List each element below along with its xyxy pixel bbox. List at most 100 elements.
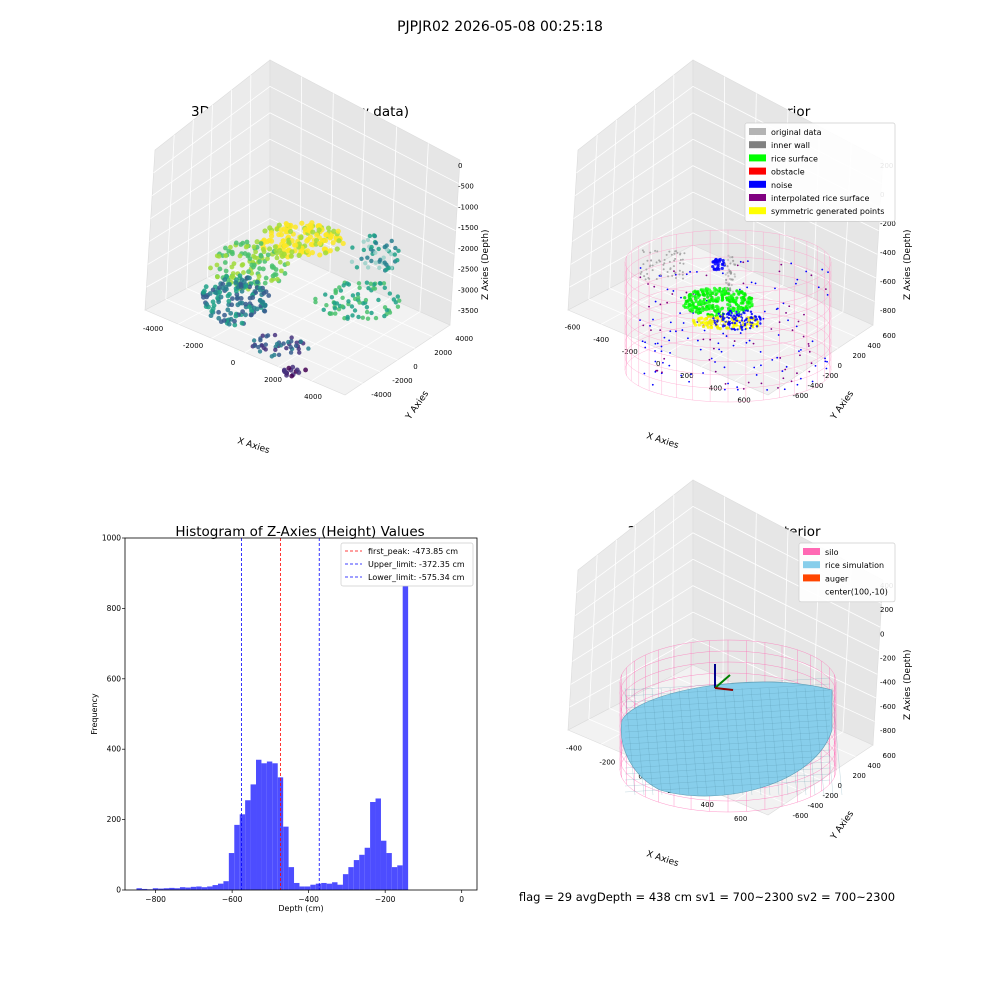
scatter-point [376,297,381,303]
grid-line [419,143,429,312]
scatter-point [381,255,386,260]
legend-label: original data [771,128,822,137]
x-tick-label: 600 [737,397,750,405]
mesh-line [705,687,717,796]
scatter-point [265,256,270,262]
scatter-point [267,225,273,231]
scatter-point [254,279,260,285]
noise-point [724,318,728,321]
inner-wall-point [725,287,728,291]
original-data-point [683,252,686,255]
mesh-line [642,687,654,796]
grid-line [227,89,233,267]
y-tick-label: -200 [823,372,839,380]
noise-point [696,271,698,273]
mesh-line [624,701,831,715]
scatter-point [299,220,305,226]
x-tick-label: -2000 [183,342,203,350]
rice-surface-point [694,298,698,302]
noise-point [703,329,706,332]
noise-point [780,263,783,266]
scatter-point [247,284,253,290]
rice-surface-point [701,301,705,305]
scatter-point [373,250,378,255]
scatter-point [393,300,399,305]
z-tick-label: -2000 [458,245,478,253]
original-data-point [639,272,642,275]
noise-point [763,310,766,313]
noise-point [752,342,755,345]
scatter-point [386,265,391,271]
scatter-point [228,244,233,250]
scatter-point [393,245,398,251]
original-data-point [651,269,654,272]
scatter-point [217,289,223,295]
scatter-point [327,234,334,240]
rice-surface-point [683,296,687,300]
scatter-point [239,288,245,294]
histogram-bar [353,860,360,890]
noise-point [730,314,733,317]
noise-point [641,340,644,343]
inner-wall-point [727,258,730,262]
inner-wall-point [730,283,733,287]
noise-point [744,309,747,312]
scatter-point [225,293,231,299]
original-data-point [678,269,681,272]
noise-point [721,322,724,325]
original-data-point [673,259,676,262]
original-data-point [679,252,682,255]
noise-point [759,322,762,325]
mesh-line [633,687,645,796]
noise-point [749,316,752,320]
grid-line [248,74,252,256]
rice-surface-point [737,292,741,296]
scatter-point [298,235,304,241]
x-tick-label: 0 [656,360,660,368]
noise-point [653,285,656,288]
scatter-point [251,253,256,259]
mesh-line [741,687,753,796]
rice-surface-point [697,301,701,305]
histogram-bar [337,884,343,890]
grid-line [572,165,878,255]
scatter-point [310,229,316,235]
histogram-bar [380,840,387,890]
scatter-point [222,260,228,265]
scatter-point [288,350,294,355]
histogram-bar [326,883,333,890]
noise-point [642,324,645,327]
grid-line [572,585,878,675]
noise-point [723,310,726,314]
mesh-line [831,687,843,796]
scatter-point [293,242,299,248]
mesh-line [624,707,831,721]
noise-point [797,320,800,323]
noise-point [759,350,762,353]
scatter-point [371,233,377,238]
noise-point [787,319,789,322]
scatter-point [366,286,371,291]
scatter-point [258,241,264,246]
scatter-point [226,321,232,327]
scatter-point [360,315,365,320]
noise-point [731,316,734,319]
noise-point [746,325,750,328]
scatter-point [282,271,288,276]
symmetric-point [706,325,711,329]
histogram-bar [342,874,349,890]
scatter-point [246,304,252,310]
legend-label: noise [771,181,792,190]
noise-point [675,330,677,333]
scatter-point [396,248,401,254]
noise-point [725,335,728,337]
scatter-point [382,305,388,310]
scatter-point [263,347,268,352]
x-tick-label: -4000 [143,325,163,333]
noise-point [720,266,724,270]
z-tick-label: -400 [880,679,896,687]
original-data-point [643,275,646,278]
scatter-point [210,299,216,305]
scatter-point [257,266,263,271]
rice-surface-point [700,290,705,294]
